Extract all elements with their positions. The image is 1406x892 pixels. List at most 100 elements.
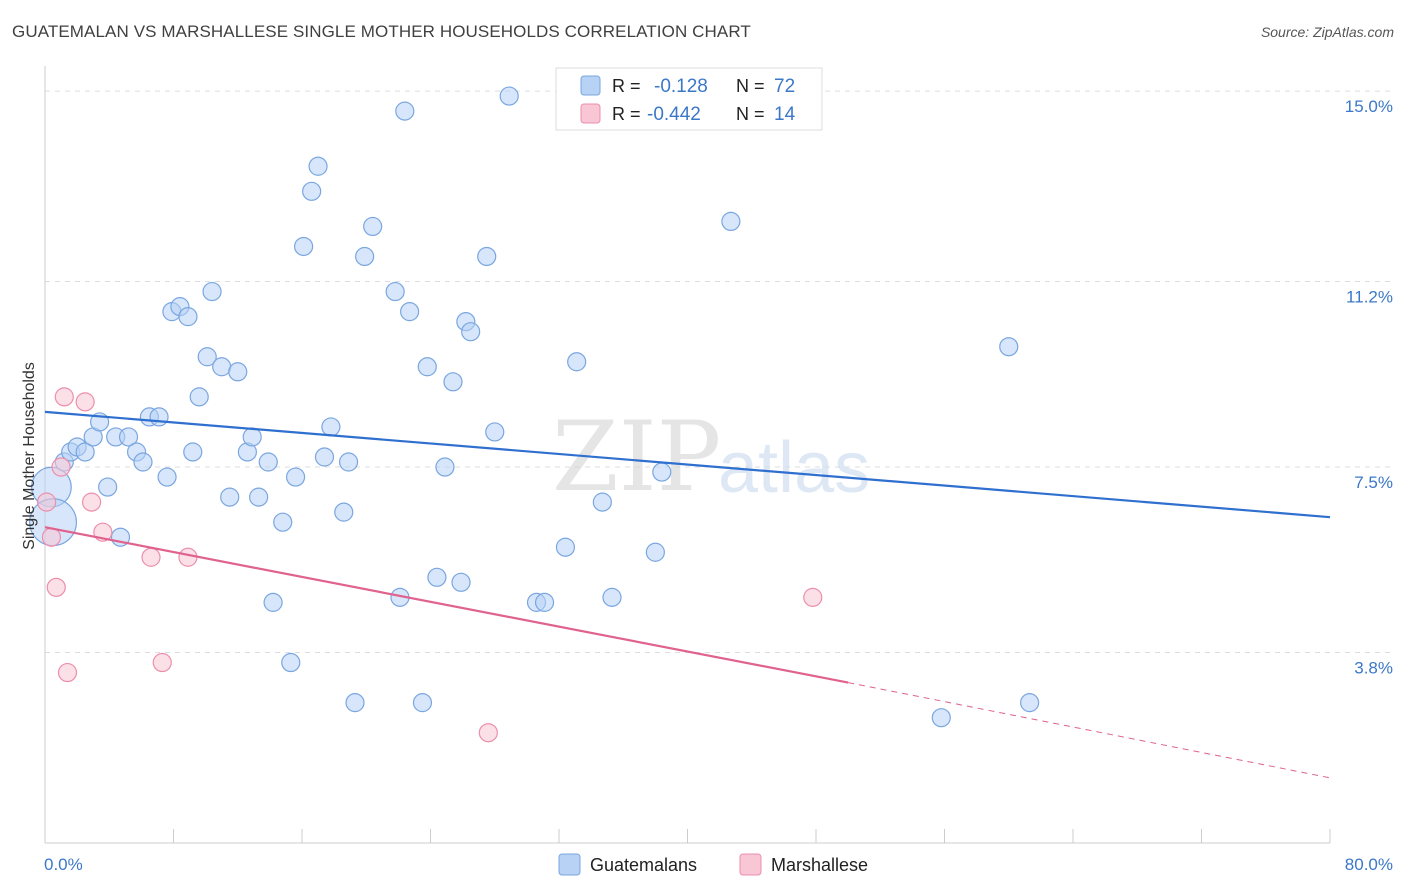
guatemalans-point <box>931 708 951 728</box>
trend-lines <box>44 410 1331 779</box>
guatemalans-point <box>189 387 209 407</box>
guatemalans-point <box>178 307 198 327</box>
guatemalans-point <box>477 246 497 267</box>
grid-lines <box>45 90 1395 654</box>
guatemalans-point <box>249 487 269 507</box>
guatemalans-point <box>435 457 455 477</box>
marshallese-point <box>41 527 62 547</box>
guatemalans-point <box>721 211 741 231</box>
x-tick-label-max: 80.0% <box>1345 855 1393 874</box>
guatemalans-point <box>999 337 1019 357</box>
marshallese-trend-line <box>44 526 849 684</box>
guatemalans-point <box>355 246 375 267</box>
guatemalans-points <box>29 86 1040 728</box>
y-tick-labels: 3.8% 7.5% 11.2% 15.0% <box>1345 97 1393 677</box>
marshallese-point <box>178 547 198 567</box>
stats-r-value-1: -0.128 <box>654 76 708 97</box>
guatemalans-point <box>461 322 481 342</box>
series-legend: Guatemalans Marshallese <box>558 853 868 876</box>
marshallese-point <box>81 492 102 512</box>
guatemalans-point <box>294 236 314 257</box>
guatemalans-point <box>363 216 383 237</box>
guatemalans-point <box>345 693 365 713</box>
watermark: ZIP atlas <box>552 401 870 513</box>
guatemalans-point <box>534 592 555 612</box>
marshallese-point <box>51 457 71 477</box>
stats-n-value-1: 72 <box>774 76 795 97</box>
guatemalans-point <box>400 302 420 322</box>
guatemalans-point <box>443 372 463 392</box>
guatemalans-point <box>258 452 278 472</box>
guatemalans-point <box>451 572 471 592</box>
guatemalans-point <box>499 86 519 106</box>
guatemalans-trend-line <box>44 410 1331 519</box>
guatemalans-point <box>412 693 433 713</box>
guatemalans-point <box>202 281 222 302</box>
marshallese-point <box>803 587 823 607</box>
guatemalans-point <box>118 427 139 447</box>
guatemalans-point <box>302 181 322 201</box>
marshallese-point <box>54 387 74 407</box>
legend-marshallese-swatch <box>739 853 762 876</box>
watermark-zip: ZIP <box>552 401 721 513</box>
marshallese-point <box>75 392 95 412</box>
guatemalans-point <box>652 462 672 482</box>
guatemalans-point <box>555 537 576 557</box>
stats-r-label-2: R = <box>612 104 641 124</box>
guatemalans-swatch <box>580 75 601 96</box>
y-axis-title: Single Mother Households <box>21 362 38 550</box>
guatemalans-point <box>385 281 405 302</box>
y-tick-label: 15.0% <box>1345 97 1393 116</box>
marshallese-points <box>37 387 823 743</box>
legend-guatemalans-swatch <box>558 853 581 876</box>
guatemalans-point <box>417 357 437 377</box>
guatemalans-point <box>212 357 232 377</box>
marshallese-point <box>57 662 78 683</box>
guatemalans-point <box>273 512 293 532</box>
guatemalans-point <box>263 592 283 612</box>
guatemalans-point <box>75 442 95 462</box>
guatemalans-point <box>338 452 359 472</box>
guatemalans-point <box>183 442 203 462</box>
marshallese-swatch <box>580 103 601 124</box>
legend-guatemalans-label: Guatemalans <box>590 855 697 875</box>
stats-r-label-1: R = <box>612 76 641 96</box>
guatemalans-point <box>314 447 335 467</box>
guatemalans-point <box>321 417 341 437</box>
stats-n-label-2: N = <box>736 104 765 124</box>
legend-marshallese-label: Marshallese <box>771 855 868 875</box>
guatemalans-point <box>395 101 415 121</box>
guatemalans-point <box>242 427 262 447</box>
stats-r-value-2: -0.442 <box>647 104 701 125</box>
guatemalans-point <box>220 487 240 507</box>
guatemalans-point <box>149 407 169 427</box>
guatemalans-point <box>334 502 354 522</box>
guatemalans-point <box>602 587 622 607</box>
stats-n-label-1: N = <box>736 76 765 96</box>
chart-title: GUATEMALAN VS MARSHALLESE SINGLE MOTHER … <box>12 22 751 41</box>
guatemalans-point <box>228 362 248 382</box>
marshallese-point <box>37 492 57 512</box>
guatemalans-point <box>592 492 612 512</box>
marshallese-point <box>152 652 172 673</box>
guatemalans-point <box>133 452 153 472</box>
guatemalans-point <box>157 467 177 487</box>
marshallese-point <box>141 547 161 567</box>
stats-legend: R = -0.128 N = 72 R = -0.442 N = 14 <box>555 67 823 131</box>
source-label: Source: ZipAtlas.com <box>1260 24 1394 40</box>
guatemalans-point <box>567 352 587 372</box>
axes <box>44 66 1331 844</box>
guatemalans-point <box>197 347 217 367</box>
y-tick-label: 3.8% <box>1354 659 1393 678</box>
guatemalans-point <box>98 477 118 497</box>
guatemalans-point <box>427 567 447 587</box>
marshallese-trend-line-extension <box>848 682 1331 779</box>
y-tick-label: 7.5% <box>1354 473 1393 492</box>
guatemalans-point <box>485 422 505 442</box>
y-tick-label: 11.2% <box>1346 288 1393 307</box>
marshallese-point <box>46 577 66 597</box>
guatemalans-point <box>1020 693 1040 713</box>
guatemalans-point <box>308 156 328 176</box>
guatemalans-point <box>645 542 665 562</box>
